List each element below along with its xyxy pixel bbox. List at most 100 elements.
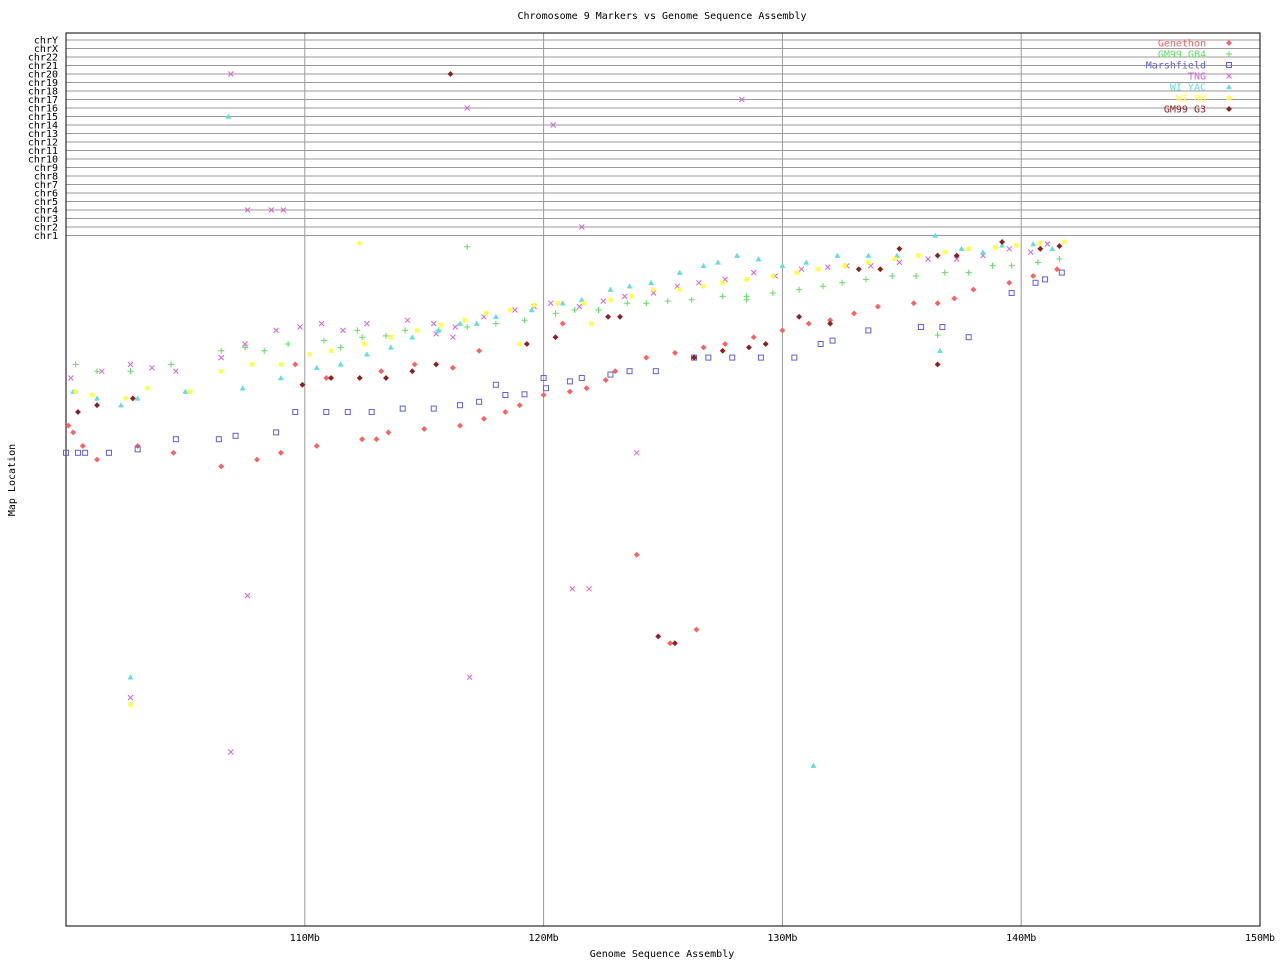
data-point (249, 361, 255, 367)
data-points (63, 71, 1067, 768)
data-point (521, 391, 528, 398)
series-marshfield (63, 269, 1065, 456)
data-point (254, 456, 260, 463)
data-point (650, 287, 656, 293)
data-point (550, 122, 557, 128)
data-point (578, 296, 585, 303)
data-point (127, 674, 134, 680)
data-point (934, 300, 941, 307)
data-point (523, 341, 530, 347)
data-point (273, 327, 279, 334)
data-point (383, 375, 389, 381)
data-point (894, 252, 900, 258)
data-point (285, 341, 292, 347)
data-point (105, 449, 112, 456)
data-point (70, 429, 77, 436)
data-point (404, 317, 411, 324)
data-point (1054, 266, 1060, 273)
data-point (555, 300, 561, 306)
data-point (373, 436, 380, 443)
series-wi-rh (73, 239, 1067, 707)
data-point (607, 297, 613, 303)
data-point (457, 422, 463, 429)
row-label: chr17 (28, 95, 58, 106)
data-point (464, 105, 471, 111)
data-point (242, 344, 249, 351)
data-point (720, 280, 726, 286)
data-point (1008, 262, 1015, 269)
data-point (313, 364, 320, 371)
data-point (629, 293, 635, 299)
data-point (72, 361, 79, 368)
data-point (794, 270, 800, 276)
data-point (430, 405, 437, 412)
data-point (127, 694, 134, 701)
data-point (261, 347, 268, 354)
data-point (73, 389, 79, 395)
data-point (695, 279, 702, 286)
data-point (476, 398, 483, 405)
data-point (457, 402, 464, 409)
data-point (244, 592, 251, 599)
data-point (648, 279, 654, 286)
data-point (705, 354, 712, 361)
data-point (970, 286, 977, 293)
row-label: chrX (34, 44, 58, 55)
data-point (770, 273, 776, 279)
data-point (1042, 276, 1049, 283)
data-point (225, 113, 232, 119)
chromosome-row-grid (66, 39, 1260, 236)
data-point (378, 368, 385, 375)
legend-label: WI RH (1176, 94, 1206, 105)
row-label: chr16 (28, 104, 58, 115)
data-point (368, 409, 375, 415)
data-point (421, 426, 428, 432)
row-label: chr18 (28, 87, 58, 98)
data-point (492, 320, 499, 327)
data-point (779, 262, 786, 269)
data-point (318, 320, 325, 327)
data-point (517, 341, 523, 347)
data-point (937, 347, 943, 354)
data-point (744, 276, 750, 282)
data-point (323, 409, 330, 415)
data-point (435, 327, 442, 333)
data-point (939, 324, 946, 330)
data-point (1006, 279, 1013, 286)
data-point (810, 762, 817, 768)
row-label: chr13 (28, 129, 58, 140)
data-point (691, 354, 697, 361)
data-point (719, 347, 726, 354)
data-point (624, 300, 631, 307)
legend-label: Marshfield (1146, 61, 1206, 72)
series-tng (67, 71, 1051, 755)
data-point (652, 368, 659, 375)
data-point (643, 300, 650, 307)
chart-title: Chromosome 9 Markers vs Genome Sequence … (518, 11, 807, 22)
data-point (277, 374, 284, 381)
data-point (953, 252, 960, 259)
data-point (941, 269, 948, 276)
data-point (464, 324, 471, 330)
data-point (916, 253, 922, 259)
legend-label: GM99 G3 (1164, 105, 1206, 116)
data-point (362, 341, 367, 347)
data-point (595, 307, 602, 313)
data-point (1030, 273, 1037, 279)
data-point (693, 626, 700, 633)
data-point (447, 71, 454, 77)
data-point (299, 381, 306, 388)
data-point (170, 449, 177, 456)
data-point (218, 354, 225, 361)
x-tick-label: 110Mb (290, 933, 320, 944)
data-point (817, 341, 824, 347)
data-point (672, 640, 678, 647)
row-label: chr20 (28, 70, 58, 81)
x-tick-label: 130Mb (767, 933, 797, 944)
data-point (578, 375, 585, 381)
row-label: chr14 (28, 121, 58, 132)
data-point (552, 334, 559, 341)
row-label: chr8 (34, 172, 58, 183)
row-label: chr2 (34, 223, 58, 234)
